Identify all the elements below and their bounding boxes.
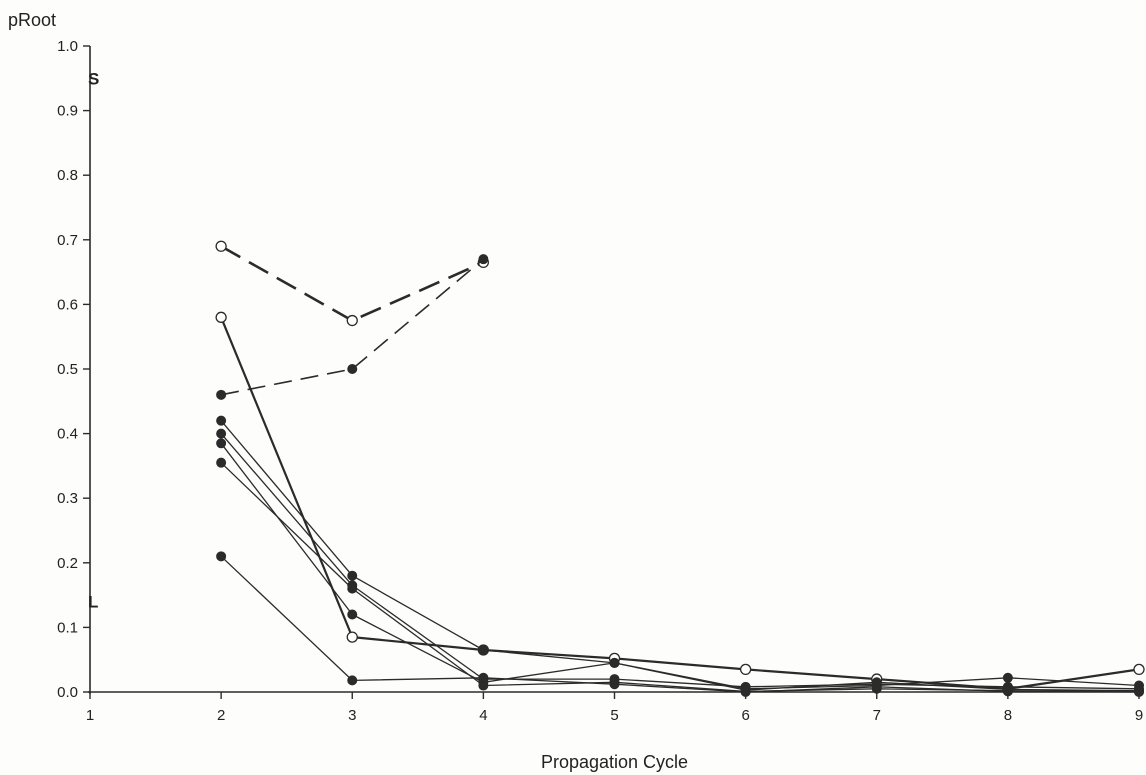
series-8	[216, 551, 1145, 698]
data-point-filled	[216, 438, 227, 449]
axis-mark-label: S	[88, 69, 99, 88]
x-tick-label: 1	[86, 707, 94, 724]
data-point-filled	[1134, 687, 1145, 698]
data-point-filled	[216, 389, 227, 400]
data-point-filled	[478, 645, 489, 656]
y-tick-label: 0.3	[57, 490, 78, 507]
y-tick-label: 0.9	[57, 103, 78, 120]
data-point-filled	[1002, 686, 1013, 697]
data-point-filled	[478, 254, 489, 265]
data-point-filled	[478, 672, 489, 683]
x-tick-label: 5	[610, 707, 618, 724]
y-tick-label: 0.5	[57, 361, 78, 378]
data-point-filled	[216, 415, 227, 426]
series-line	[220, 316, 1140, 690]
series-1	[215, 240, 490, 327]
data-point-filled	[740, 687, 751, 698]
data-point-open	[346, 314, 358, 327]
data-point-filled	[347, 675, 358, 686]
data-point-filled	[609, 657, 620, 668]
series-5	[216, 428, 1145, 694]
data-point-open	[739, 663, 752, 676]
x-tick-label: 2	[217, 707, 225, 724]
data-point-open	[215, 311, 227, 323]
data-point-open	[1133, 663, 1145, 676]
y-tick-label: 0.8	[57, 167, 78, 184]
series-line	[220, 420, 1140, 690]
series-line	[220, 258, 484, 396]
y-axis-label: pRoot	[8, 10, 56, 30]
data-point-filled	[216, 457, 227, 468]
series-line	[220, 442, 1140, 692]
data-point-open	[346, 631, 358, 643]
y-tick-label: 0.2	[57, 555, 78, 572]
x-tick-label: 6	[741, 707, 749, 724]
y-tick-label: 1.0	[57, 38, 78, 55]
data-point-filled	[1002, 672, 1013, 683]
series-6	[216, 438, 1145, 696]
axis-mark-label: L	[88, 593, 98, 612]
data-point-open	[215, 240, 227, 252]
y-tick-label: 0.6	[57, 296, 78, 313]
data-point-filled	[216, 551, 227, 562]
x-tick-label: 9	[1135, 707, 1143, 724]
data-point-filled	[347, 609, 358, 620]
x-axis-label: Propagation Cycle	[541, 752, 688, 772]
series-line	[220, 462, 1140, 693]
x-tick-label: 4	[479, 707, 487, 724]
data-point-filled	[347, 583, 358, 594]
series-2	[216, 254, 489, 400]
y-tick-label: 0.4	[57, 426, 78, 443]
x-tick-label: 8	[1004, 707, 1012, 724]
data-point-filled	[347, 570, 358, 581]
data-point-filled	[347, 363, 358, 374]
data-point-filled	[871, 681, 882, 692]
series-line	[220, 555, 1140, 693]
x-tick-label: 7	[873, 707, 881, 724]
data-point-filled	[216, 428, 227, 439]
data-point-filled	[609, 679, 620, 690]
series-line	[220, 433, 1140, 690]
y-tick-label: 0.1	[57, 619, 78, 636]
y-tick-label: 0.0	[57, 684, 78, 701]
series-line	[220, 245, 484, 322]
y-tick-label: 0.7	[57, 232, 78, 249]
x-tick-label: 3	[348, 707, 356, 724]
series-4	[216, 415, 1145, 694]
